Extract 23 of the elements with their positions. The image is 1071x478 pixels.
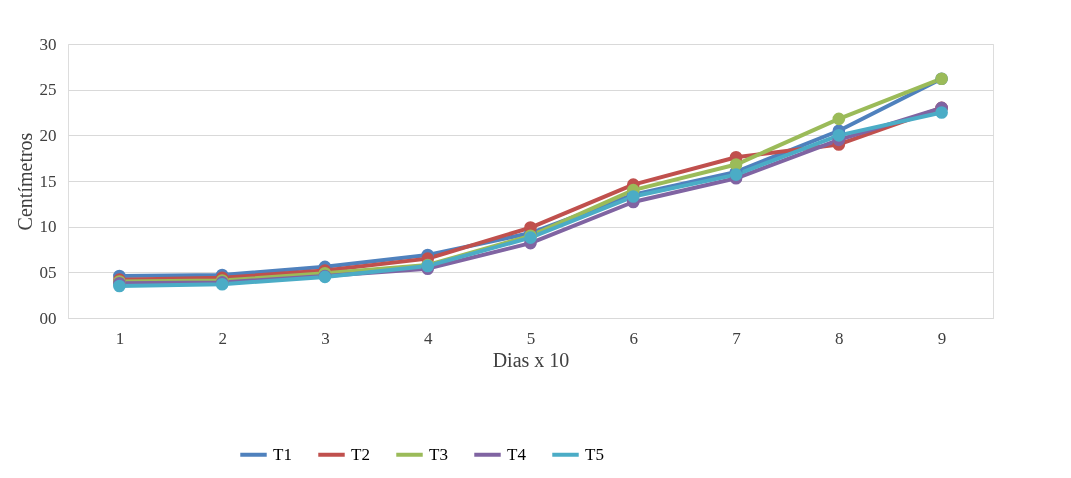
- y-tick-label: 20: [39, 125, 57, 145]
- x-tick-label: 8: [835, 328, 844, 348]
- legend-label: T2: [351, 444, 370, 464]
- legend-label: T5: [585, 444, 604, 464]
- x-tick-label: 3: [321, 328, 330, 348]
- y-tick-label: 00: [39, 308, 57, 328]
- x-tick-label: 6: [629, 328, 639, 348]
- y-tick-label: 30: [39, 34, 57, 54]
- x-tick-label: 1: [115, 328, 125, 348]
- y-tick-label: 25: [39, 80, 57, 100]
- legend-label: T3: [429, 444, 448, 464]
- y-tick-label: 05: [39, 262, 57, 282]
- y-axis-title: Centímetros: [13, 132, 36, 231]
- legend-label: T4: [507, 444, 527, 464]
- y-tick-label: 10: [39, 217, 57, 237]
- x-axis-title: Dias x 10: [492, 348, 570, 371]
- legend-label: T1: [273, 444, 292, 464]
- x-tick-label: 4: [423, 328, 433, 348]
- x-tick-label: 2: [218, 328, 227, 348]
- y-tick-label: 15: [39, 171, 57, 191]
- x-tick-label: 7: [732, 328, 742, 348]
- x-tick-label: 5: [526, 328, 536, 348]
- x-tick-label: 9: [937, 328, 947, 348]
